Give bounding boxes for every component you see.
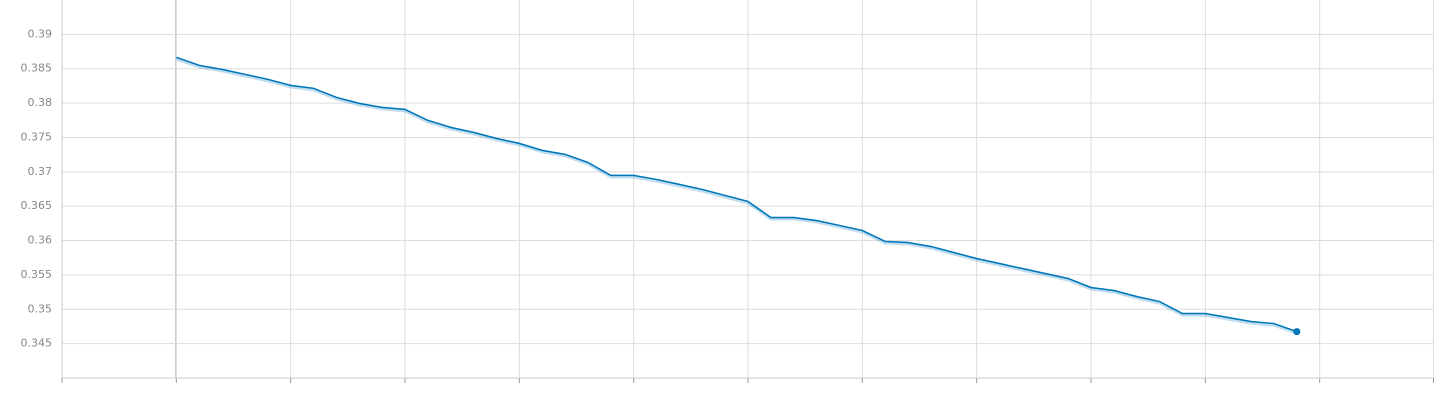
line xyxy=(176,56,1298,333)
y-tick-label: 0.36 xyxy=(28,234,53,247)
y-tick-label: 0.375 xyxy=(21,130,53,143)
y-tick-label: 0.345 xyxy=(21,337,53,350)
line-shadow xyxy=(176,58,1298,335)
y-tick-label: 0.39 xyxy=(28,27,53,40)
y-tick-label: 0.365 xyxy=(21,199,53,212)
y-tick-label: 0.355 xyxy=(21,268,53,281)
last-point xyxy=(1293,328,1301,336)
y-tick-label: 0.37 xyxy=(28,165,53,178)
y-tick-label: 0.38 xyxy=(28,96,53,109)
y-tick-label: 0.35 xyxy=(28,302,53,315)
y-tick-label: 0.385 xyxy=(21,62,53,75)
